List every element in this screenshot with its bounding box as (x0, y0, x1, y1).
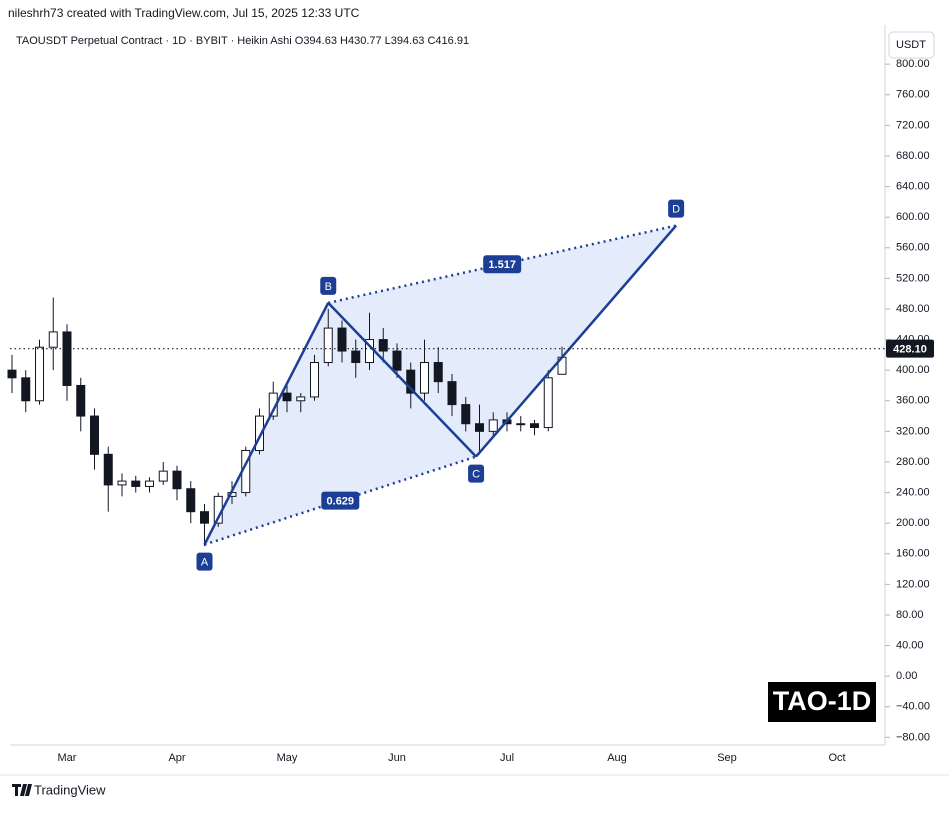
plot-layer: 0.629 1.517 A B C D (7, 199, 685, 571)
y-tick-label: 640.00 (896, 180, 930, 192)
candle-body (48, 331, 58, 348)
point-label: D (672, 203, 680, 215)
candle-body (255, 415, 264, 451)
candle-body (475, 423, 484, 432)
unit-box[interactable] (888, 31, 935, 59)
y-unit: USDT (896, 39, 926, 51)
candle-body (7, 369, 17, 379)
candle-body (516, 423, 526, 426)
candle-body (145, 480, 154, 487)
ratio-label: 0.629 (327, 495, 355, 507)
y-tick-label: 40.00 (896, 639, 924, 651)
candle-body (62, 331, 72, 386)
y-tick-label: 280.00 (896, 456, 930, 468)
pattern-leg (327, 301, 477, 458)
pattern-fill (204, 302, 477, 545)
last-price-label: 428.10 (893, 344, 927, 356)
x-tick-label: Apr (168, 752, 185, 764)
chart-title: TAOUSDT Perpetual Contract · 1D · BYBIT … (16, 35, 469, 47)
point-label: A (201, 556, 209, 568)
y-tick-label: 800.00 (896, 58, 930, 70)
point-box (468, 464, 485, 483)
y-tick-label: 0.00 (896, 670, 917, 682)
y-tick-label: −40.00 (896, 701, 930, 713)
y-tick-label: 400.00 (896, 364, 930, 376)
x-tick-label: Aug (607, 752, 627, 764)
candle-body (351, 350, 361, 364)
y-tick-label: 600.00 (896, 211, 930, 223)
x-tick-label: Jul (500, 752, 514, 764)
brand-logo (12, 784, 32, 796)
x-tick-label: Oct (828, 752, 845, 764)
attribution: nileshrh73 created with TradingView.com,… (8, 6, 360, 20)
candle-body (310, 362, 319, 398)
candle-body (433, 362, 443, 383)
ratio-box (483, 255, 522, 274)
watermark-box (768, 682, 876, 722)
ratio-label: 1.517 (488, 259, 516, 271)
y-tick-label: 200.00 (896, 517, 930, 529)
pattern-leg (203, 302, 330, 546)
candle-body (172, 470, 182, 490)
candle-body (200, 511, 209, 524)
point-box (668, 199, 685, 218)
x-tick-label: May (277, 752, 298, 764)
y-tick-label: 240.00 (896, 486, 930, 498)
brand: TradingView (34, 782, 106, 797)
candle-body (543, 377, 553, 429)
candle-body (282, 392, 292, 402)
candle-body (186, 488, 196, 513)
point-box (320, 276, 337, 295)
candle-body (530, 423, 539, 429)
candle-body (158, 470, 168, 482)
candle-body (461, 404, 471, 425)
y-tick-label: 520.00 (896, 272, 930, 284)
x-tick-label: Mar (58, 752, 77, 764)
y-tick-label: 160.00 (896, 548, 930, 560)
candle-body (76, 384, 86, 417)
candle-body (323, 327, 333, 364)
x-tick-label: Sep (717, 752, 737, 764)
y-tick-label: 760.00 (896, 89, 930, 101)
candle-body (420, 362, 429, 394)
x-tick-label: Jun (388, 752, 406, 764)
y-tick-label: 480.00 (896, 303, 930, 315)
watermark: TAO-1D (773, 686, 872, 716)
candle-body (90, 415, 99, 455)
candle-body (447, 381, 457, 406)
candle-body (296, 396, 306, 402)
y-tick-label: 360.00 (896, 395, 930, 407)
candle-body (488, 419, 498, 432)
candle-body (378, 339, 388, 352)
y-tick-label: −80.00 (896, 731, 930, 743)
candle-body (337, 327, 347, 352)
pattern-leg (475, 224, 678, 458)
y-tick-label: 120.00 (896, 578, 930, 590)
y-tick-label: 80.00 (896, 609, 924, 621)
y-tick-label: 680.00 (896, 150, 930, 162)
point-box (196, 552, 213, 571)
candle-body (131, 480, 141, 487)
y-tick-label: 720.00 (896, 119, 930, 131)
candle-body (406, 369, 416, 394)
pattern-fill (328, 225, 677, 457)
candle-body (21, 377, 31, 402)
y-tick-label: 560.00 (896, 242, 930, 254)
point-label: C (472, 469, 480, 481)
candle-body (392, 350, 402, 371)
candle-body (103, 453, 113, 486)
y-tick-label: 320.00 (896, 425, 930, 437)
ratio-box (321, 491, 360, 510)
candle-body (35, 346, 44, 402)
candle-body (117, 480, 127, 486)
point-label: B (325, 281, 332, 293)
last-price-box (886, 339, 934, 358)
